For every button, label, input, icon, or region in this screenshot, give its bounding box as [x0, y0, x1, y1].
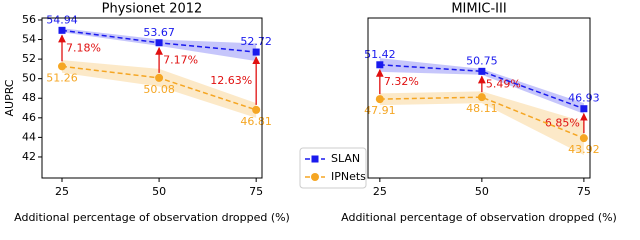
value-label: 51.26 [46, 71, 78, 84]
figure: Physionet 2012 Additional percentage of o… [3, 2, 617, 225]
series-line [379, 96, 585, 139]
value-label: 46.93 [568, 92, 600, 105]
series-line [379, 64, 585, 110]
value-label: 48.11 [466, 102, 498, 115]
y-axis-label: AUPRC [3, 79, 16, 116]
band [379, 91, 584, 156]
value-label: 46.81 [240, 115, 272, 128]
value-label: 43.92 [568, 143, 600, 156]
point [252, 48, 260, 56]
value-label: 50.75 [466, 54, 498, 67]
improvement-label: 5.49% [486, 77, 521, 90]
x-tick-label: 50 [152, 185, 166, 198]
point [477, 93, 486, 102]
band [62, 60, 257, 118]
improvement-label: 7.17% [163, 53, 198, 66]
point [155, 39, 163, 47]
chart-title: Physionet 2012 [102, 2, 203, 17]
plot-frame [367, 17, 591, 179]
point [580, 105, 588, 113]
point [252, 105, 261, 114]
legend-marker [311, 173, 319, 181]
improvement-label: 6.85% [545, 116, 580, 129]
legend-label: IPNets [331, 170, 366, 183]
y-tick-label: 48 [22, 91, 36, 104]
y-tick-label: 46 [22, 111, 36, 124]
legend-marker [311, 155, 319, 163]
point [376, 61, 384, 69]
x-tick-label: 75 [249, 185, 263, 198]
point [155, 73, 164, 82]
chart-title: MIMIC-III [451, 2, 506, 17]
y-tick-label: 52 [22, 52, 36, 65]
point [478, 67, 486, 75]
improvement-label: 7.32% [384, 75, 419, 88]
x-axis-label: Additional percentage of observation dro… [14, 211, 290, 224]
x-tick-label: 50 [475, 185, 489, 198]
value-label: 51.42 [364, 48, 396, 61]
x-axis-label: Additional percentage of observation dro… [341, 211, 617, 224]
point [58, 62, 66, 71]
value-label: 52.72 [240, 35, 272, 48]
y-tick-label: 56 [22, 13, 36, 26]
value-label: 47.91 [364, 104, 396, 117]
legend: SLAN IPNets [299, 147, 367, 189]
x-tick-label: 25 [373, 185, 387, 198]
y-tick-label: 42 [22, 150, 36, 163]
y-tick-label: 54 [22, 33, 36, 46]
value-label: 53.67 [143, 26, 175, 39]
point [58, 26, 66, 34]
point [579, 134, 588, 143]
improvement-label: 7.18% [66, 41, 101, 54]
x-tick-label: 75 [577, 185, 591, 198]
band [379, 58, 584, 114]
improvement-label: 12.63% [210, 74, 252, 87]
legend-label: SLAN [331, 152, 360, 165]
value-label: 50.08 [143, 83, 175, 96]
y-tick-label: 44 [22, 130, 36, 143]
x-tick-label: 25 [55, 185, 69, 198]
plot-frame [41, 17, 263, 179]
point [375, 95, 384, 104]
value-label: 54.94 [46, 13, 78, 26]
y-tick-label: 50 [22, 72, 36, 85]
